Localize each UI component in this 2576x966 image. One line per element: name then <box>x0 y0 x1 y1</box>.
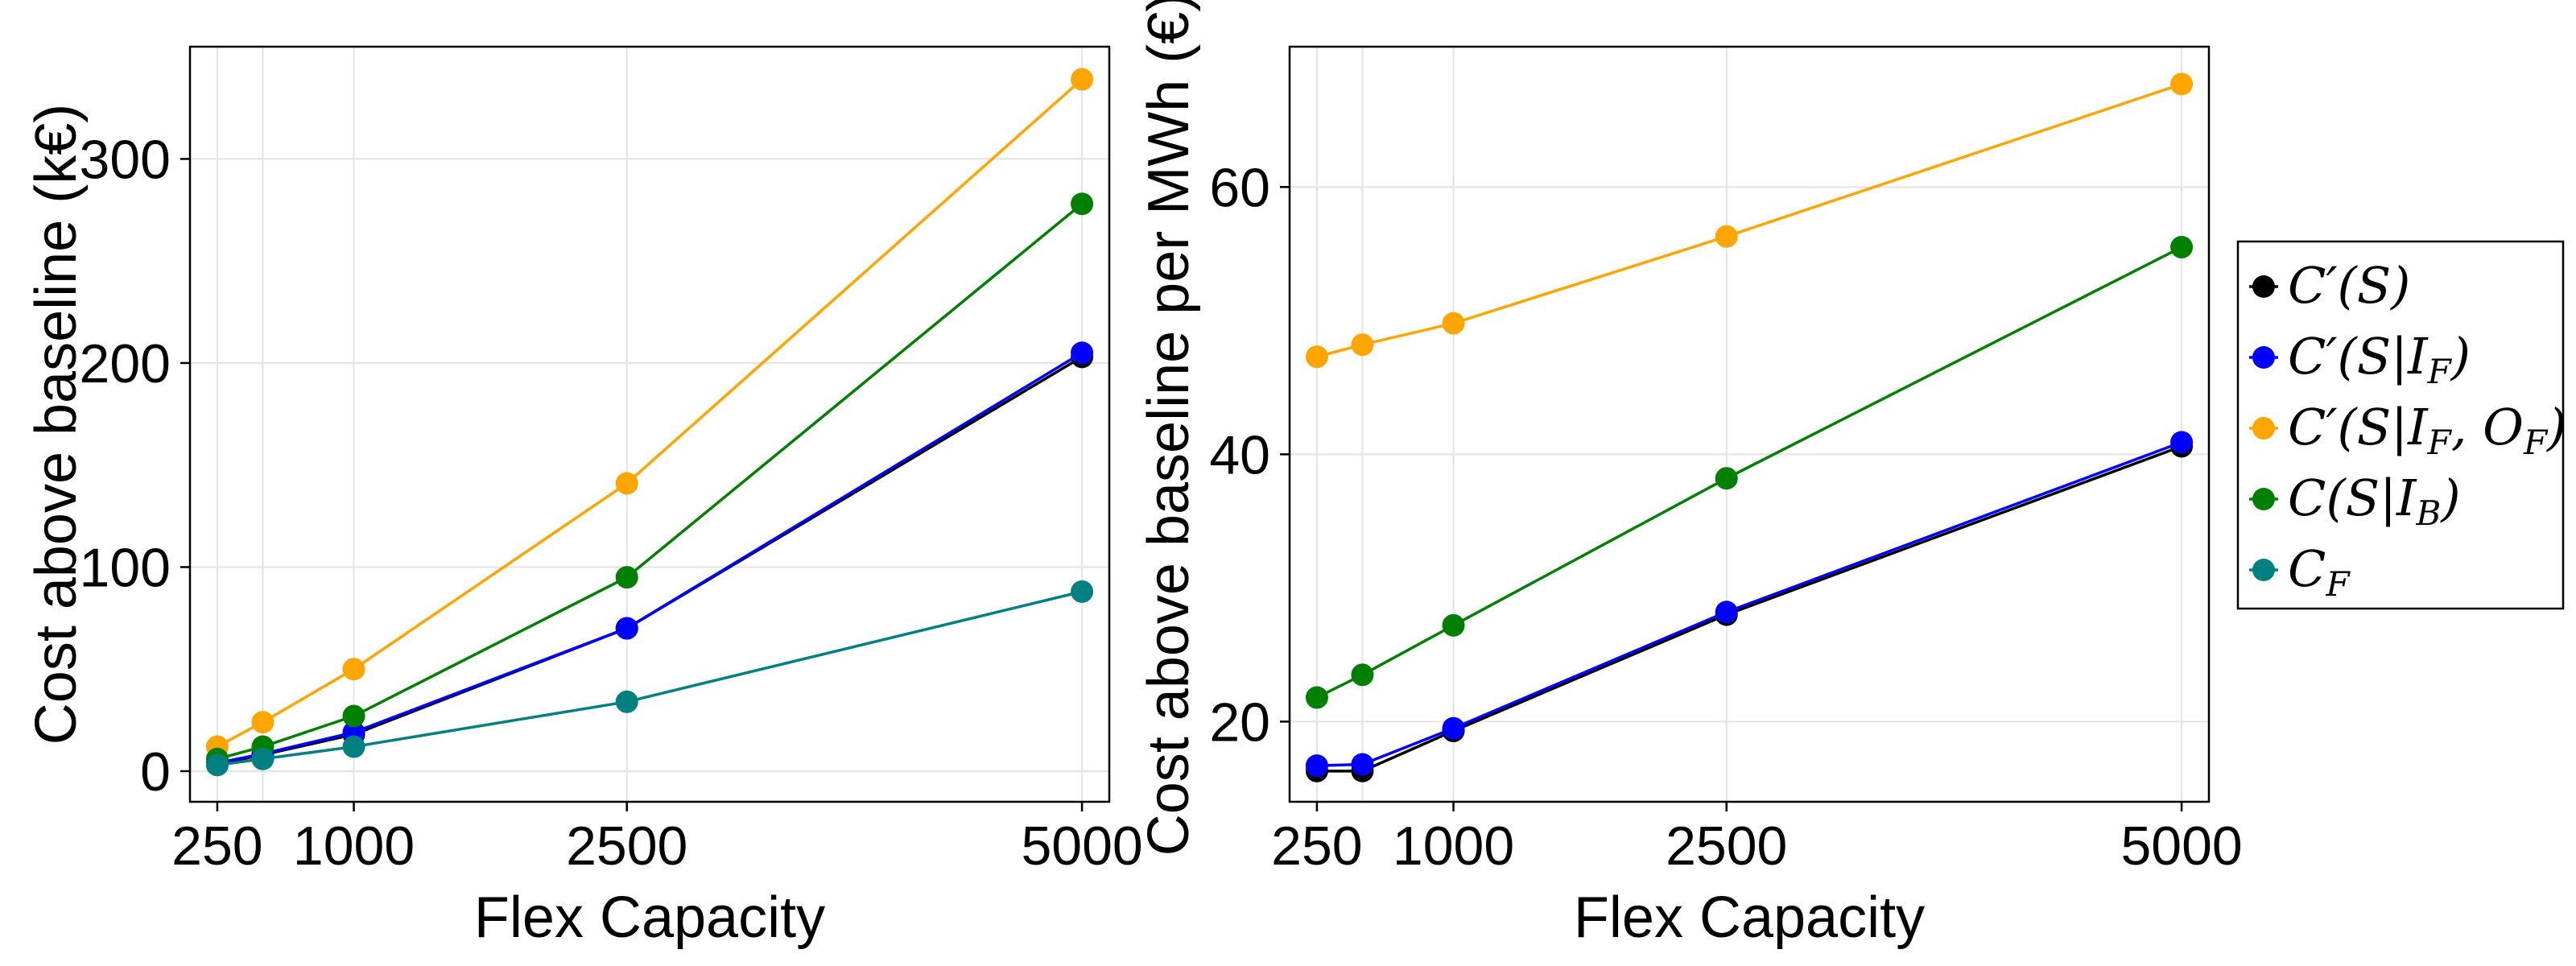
legend-item: CF <box>2249 539 2351 604</box>
data-point <box>615 690 638 713</box>
legend-marker <box>2252 417 2275 440</box>
ticks-left: 250 1000 2500 5000 0 100 200 300 <box>80 129 1143 877</box>
plot-frame-left <box>188 45 1111 803</box>
series-left-2 <box>205 68 1094 758</box>
y-tick-label: 200 <box>80 333 171 394</box>
series-right <box>1305 72 2194 782</box>
chart-right: 250 1000 2500 5000 20 40 60 Flex Capacity Cost… <box>1137 0 2243 950</box>
data-point <box>1351 663 1374 687</box>
data-point <box>1351 753 1374 776</box>
legend-label: C(S|IB) <box>2288 469 2461 533</box>
x-tick-label: 2500 <box>566 815 687 877</box>
legend-label: C′(S) <box>2288 256 2410 315</box>
data-point <box>342 704 365 728</box>
series-left-4 <box>205 580 1094 777</box>
y-axis-label-left: Cost above baseline (k€) <box>24 104 89 745</box>
legend-label: C′(S|IF) <box>2288 327 2471 391</box>
legend-item: C′(S|IF, OF) <box>2249 398 2566 462</box>
series-right-3 <box>1305 236 2194 709</box>
x-tick-label: 5000 <box>2120 815 2242 877</box>
data-point <box>342 735 365 758</box>
ticks-right: 250 1000 2500 5000 20 40 60 <box>1209 157 2242 877</box>
legend-marker <box>2252 559 2275 581</box>
data-point <box>1071 192 1094 216</box>
legend-item: C′(S|IF) <box>2249 327 2471 391</box>
x-tick-label: 250 <box>171 815 262 877</box>
legend: C′(S) C′(S|IF) C′(S|IF, OF) C(S|IB)CF <box>2236 240 2566 610</box>
plot-frame-right <box>1288 45 2211 803</box>
y-tick-label: 60 <box>1209 157 1270 218</box>
data-point <box>615 566 638 589</box>
series-right-1 <box>1305 431 2194 778</box>
series-left-0 <box>205 345 1094 776</box>
data-point <box>615 617 638 640</box>
x-tick-label: 1000 <box>293 815 415 877</box>
data-point <box>251 711 275 734</box>
legend-marker <box>2252 275 2275 298</box>
x-tick-label: 2500 <box>1666 815 1787 877</box>
data-point <box>1715 467 1738 490</box>
data-point <box>1071 68 1094 91</box>
data-point <box>1305 345 1328 369</box>
data-point <box>1351 333 1374 357</box>
series-left-3 <box>205 192 1094 770</box>
series-line <box>217 355 1083 766</box>
data-point <box>2170 236 2194 259</box>
x-tick-label: 250 <box>1271 815 1362 877</box>
legend-label: C′(S|IF, OF) <box>2288 398 2566 462</box>
legend-marker <box>2252 488 2275 510</box>
y-tick-label: 0 <box>140 741 171 803</box>
grid-right <box>1290 47 2209 802</box>
x-tick-label: 5000 <box>1021 815 1142 877</box>
x-tick-label: 1000 <box>1393 815 1514 877</box>
y-tick-label: 300 <box>80 129 171 190</box>
data-point <box>2170 72 2194 96</box>
data-point <box>1442 613 1465 637</box>
y-tick-label: 40 <box>1209 424 1270 485</box>
data-point <box>1305 686 1328 709</box>
legend-frame <box>2236 240 2565 610</box>
data-point <box>251 747 275 770</box>
data-point <box>205 753 229 777</box>
legend-item: C′(S) <box>2249 256 2410 315</box>
y-tick-label: 20 <box>1209 691 1270 753</box>
data-point <box>615 472 638 495</box>
data-point <box>2170 431 2194 454</box>
legend-marker <box>2252 346 2275 369</box>
series-right-2 <box>1305 72 2194 369</box>
data-point <box>1305 754 1328 778</box>
series-line <box>217 78 1084 749</box>
data-point <box>1715 225 1738 248</box>
x-axis-label-right: Flex Capacity <box>1574 886 1925 950</box>
series-line <box>1316 440 2182 767</box>
y-axis-label-right: Cost above baseline per MWh (€) <box>1137 0 1201 856</box>
data-point <box>1071 341 1094 365</box>
data-point <box>342 658 365 681</box>
y-tick-label: 100 <box>80 537 171 598</box>
grid-left <box>190 47 1109 802</box>
legend-item: C(S|IB) <box>2249 469 2461 533</box>
x-axis-label-left: Flex Capacity <box>474 886 825 950</box>
series-left <box>205 68 1094 777</box>
data-point <box>1071 580 1094 603</box>
legend-label: CF <box>2288 539 2351 604</box>
data-point <box>1442 312 1465 335</box>
data-point <box>1442 716 1465 740</box>
data-point <box>1715 601 1738 624</box>
